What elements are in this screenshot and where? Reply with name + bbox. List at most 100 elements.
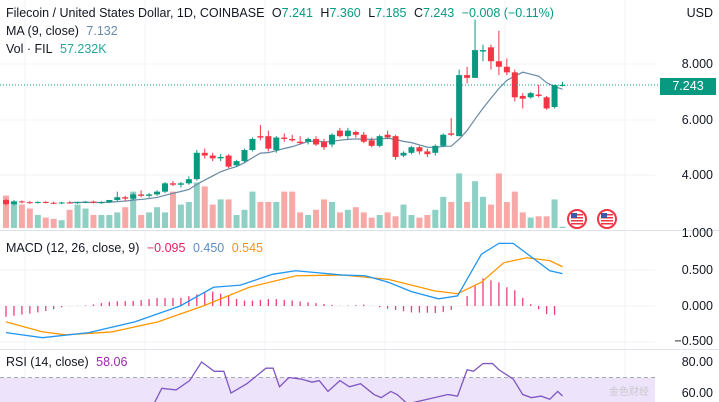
- volume-bar: [527, 217, 534, 228]
- open-value: 7.241: [281, 6, 313, 20]
- candle-body: [98, 202, 105, 204]
- candle-body: [273, 137, 280, 151]
- candle-body: [82, 201, 89, 203]
- rsi-band: [0, 377, 655, 402]
- volume-bar: [162, 212, 168, 228]
- volume-bar: [98, 215, 105, 228]
- volume-bar: [177, 204, 184, 228]
- volume-bar: [82, 208, 89, 228]
- rsi-tick: 80.00: [681, 355, 713, 369]
- volume-bar: [273, 202, 280, 228]
- candle-body: [519, 95, 526, 99]
- volume-bar: [265, 202, 272, 228]
- candle-body: [480, 50, 486, 52]
- macd-label: MACD (12, 26, close, 9): [6, 241, 140, 255]
- candle-body: [162, 183, 168, 192]
- candle-body: [209, 155, 216, 159]
- volume-bar: [424, 215, 431, 228]
- volume-bar: [336, 212, 343, 228]
- volume-bar: [321, 199, 327, 228]
- volume-bar: [480, 196, 486, 228]
- volume-bar: [352, 207, 359, 228]
- candle-body: [448, 133, 455, 135]
- volume-bar: [503, 202, 510, 228]
- volume-legend[interactable]: Vol · FIL 57.232K: [6, 42, 111, 57]
- macd-legend[interactable]: MACD (12, 26, close, 9) −0.095 0.450 0.5…: [6, 241, 267, 256]
- volume-bar: [18, 204, 25, 228]
- volume-bar: [257, 202, 264, 228]
- candle-body: [297, 141, 304, 144]
- current-price-tag: 7.243: [660, 78, 716, 95]
- volume-bar: [169, 191, 176, 228]
- price-tick: 4.000: [681, 168, 713, 182]
- rsi-tick: 60.00: [681, 386, 713, 400]
- rsi-legend[interactable]: RSI (14, close) 58.06: [6, 355, 131, 370]
- high-label: H: [320, 6, 330, 20]
- volume-bar: [487, 204, 494, 228]
- open-label: O: [271, 6, 282, 20]
- candle-body: [193, 152, 200, 180]
- candle-body: [74, 202, 81, 204]
- volume-bar: [217, 199, 224, 228]
- ohlc-open: O7.241: [272, 6, 313, 20]
- candle-body: [42, 201, 49, 203]
- candle-body: [185, 179, 192, 184]
- volume-bar: [384, 212, 391, 228]
- volume-bar: [297, 212, 304, 228]
- volume-bar: [551, 199, 558, 228]
- candle-body: [535, 94, 542, 96]
- macd-hist-value: −0.095: [146, 241, 186, 255]
- candle-body: [66, 202, 73, 204]
- price-axis-unit: USD: [686, 6, 713, 20]
- candle-body: [241, 150, 248, 162]
- volume-bar: [305, 215, 312, 228]
- candle-body: [432, 145, 439, 153]
- candle-body: [58, 202, 65, 204]
- rsi-line: [154, 361, 563, 402]
- candle-body: [106, 199, 113, 203]
- candle-body: [511, 72, 518, 98]
- volume-bar: [448, 202, 455, 228]
- macd-value: 0.450: [192, 241, 225, 255]
- candle-body: [344, 130, 351, 137]
- ma-label: MA (9, close): [6, 24, 79, 38]
- volume-bar: [456, 173, 463, 228]
- volume-bar: [368, 217, 375, 228]
- candle-body: [233, 161, 240, 166]
- volume-value: 57.232K: [60, 42, 107, 56]
- candle-body: [249, 138, 256, 151]
- volume-bar: [289, 191, 296, 228]
- candle-body: [440, 134, 447, 146]
- candle-body: [360, 134, 367, 142]
- volume-bar: [138, 215, 145, 228]
- candle-body: [90, 201, 97, 203]
- macd-signal-line: [5, 257, 563, 336]
- candle-body: [559, 85, 566, 87]
- candle-body: [464, 75, 471, 78]
- candle-body: [34, 201, 41, 203]
- volume-bar: [432, 209, 439, 228]
- candle-body: [138, 194, 145, 196]
- ma-legend[interactable]: MA (9, close) 7.132: [6, 24, 122, 39]
- rsi-label: RSI (14, close): [6, 355, 89, 369]
- ohlc-low: L7.185: [368, 6, 406, 20]
- candle-body: [352, 131, 359, 135]
- close-value: 7.243: [422, 6, 455, 20]
- volume-bar: [328, 202, 335, 228]
- candle-body: [527, 93, 534, 98]
- candle-body: [217, 156, 224, 159]
- volume-bar: [66, 209, 73, 228]
- volume-bar: [408, 215, 415, 228]
- watermark: 金色财经: [609, 387, 649, 398]
- candle-body: [26, 202, 33, 204]
- ohlc-high: H7.360: [320, 6, 360, 20]
- candle-body: [543, 97, 550, 109]
- volume-bar: [201, 186, 208, 228]
- candle-body: [368, 140, 375, 146]
- volume-bar: [185, 202, 192, 228]
- symbol-title: Filecoin / United States Dollar, 1D, COI…: [6, 6, 265, 20]
- volume-bar: [154, 207, 161, 228]
- candle-body: [472, 50, 479, 78]
- candle-body: [10, 201, 17, 205]
